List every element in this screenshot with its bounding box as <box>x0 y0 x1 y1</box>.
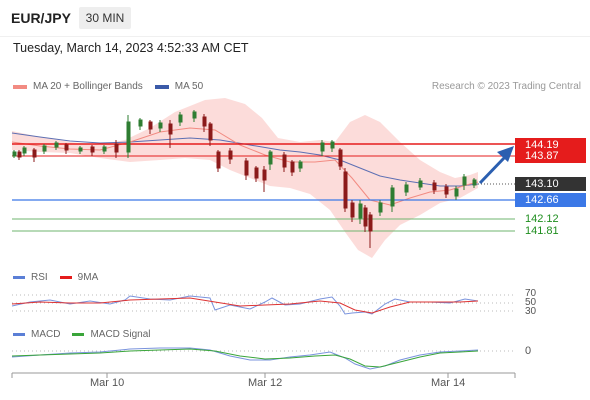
rsi-9ma-line <box>11 297 479 314</box>
macd-line <box>11 347 479 370</box>
ma9-swatch <box>59 276 72 279</box>
resistance-tag-1: 144.19 <box>515 138 586 152</box>
rsi-axis-70: 70 <box>525 288 537 299</box>
macd-label: MACD <box>31 329 61 340</box>
rsi-swatch <box>13 276 25 279</box>
macd-signal-line <box>11 348 479 368</box>
resistance-2-value: 143.87 <box>525 150 559 162</box>
candlesticks <box>12 110 477 248</box>
rsi-legend: RSI 9MA <box>13 272 110 283</box>
legend-item-9ma: 9MA <box>59 272 99 283</box>
ma20-line <box>11 127 479 206</box>
support-1-label: 142.12 <box>525 213 559 225</box>
legend-item-ma50: MA 50 <box>154 81 204 92</box>
research-credit: Research © 2023 Trading Central <box>431 81 581 92</box>
resistance-1-value: 144.19 <box>525 139 559 151</box>
ma20-label: MA 20 + Bollinger Bands <box>33 81 143 92</box>
current-price-tag: 143.10 <box>515 177 586 191</box>
ma20-swatch <box>13 84 27 89</box>
support-blue-value: 142.66 <box>525 194 559 206</box>
ma50-label: MA 50 <box>174 81 204 92</box>
rsi-axis-30: 30 <box>525 306 537 317</box>
resistance-tag-2: 143.87 <box>515 150 586 163</box>
legend-item-macd-signal: MACD Signal <box>72 329 150 340</box>
x-label-mar12: Mar 12 <box>248 377 283 389</box>
macd-legend: MACD MACD Signal <box>13 329 162 340</box>
rsi-axis-50: 50 <box>525 297 537 308</box>
support-2-label: 141.81 <box>525 225 559 237</box>
chart-datetime: Tuesday, March 14, 2023 4:52:33 AM CET <box>13 41 249 55</box>
current-price-value: 143.10 <box>525 178 559 190</box>
legend-item-ma20: MA 20 + Bollinger Bands <box>13 81 143 92</box>
ma9-label: 9MA <box>77 272 99 283</box>
symbol-title: EUR/JPY <box>11 10 71 26</box>
ma50-line <box>11 132 479 187</box>
chart-header: EUR/JPY 30 MIN <box>0 0 590 36</box>
timeframe-selector[interactable]: 30 MIN <box>79 7 131 29</box>
forecast-arrow-head <box>497 146 514 162</box>
legend-item-macd: MACD <box>13 329 60 340</box>
macd-signal-label: MACD Signal <box>90 329 151 340</box>
header-divider <box>0 36 590 37</box>
support-blue-tag: 142.66 <box>515 193 586 207</box>
rsi-line <box>11 295 479 315</box>
x-label-mar10: Mar 10 <box>90 377 125 389</box>
macd-swatch <box>13 333 25 336</box>
macd-signal-swatch <box>72 333 85 336</box>
rsi-label: RSI <box>31 272 48 283</box>
forecast-arrow-line <box>478 155 507 185</box>
bollinger-band <box>12 98 478 258</box>
legend-item-rsi: RSI <box>13 272 48 283</box>
main-legend: MA 20 + Bollinger Bands MA 50 <box>13 81 215 92</box>
x-label-mar14: Mar 14 <box>431 377 466 389</box>
ma50-swatch <box>154 84 169 89</box>
macd-axis-zero: 0 <box>525 345 532 357</box>
